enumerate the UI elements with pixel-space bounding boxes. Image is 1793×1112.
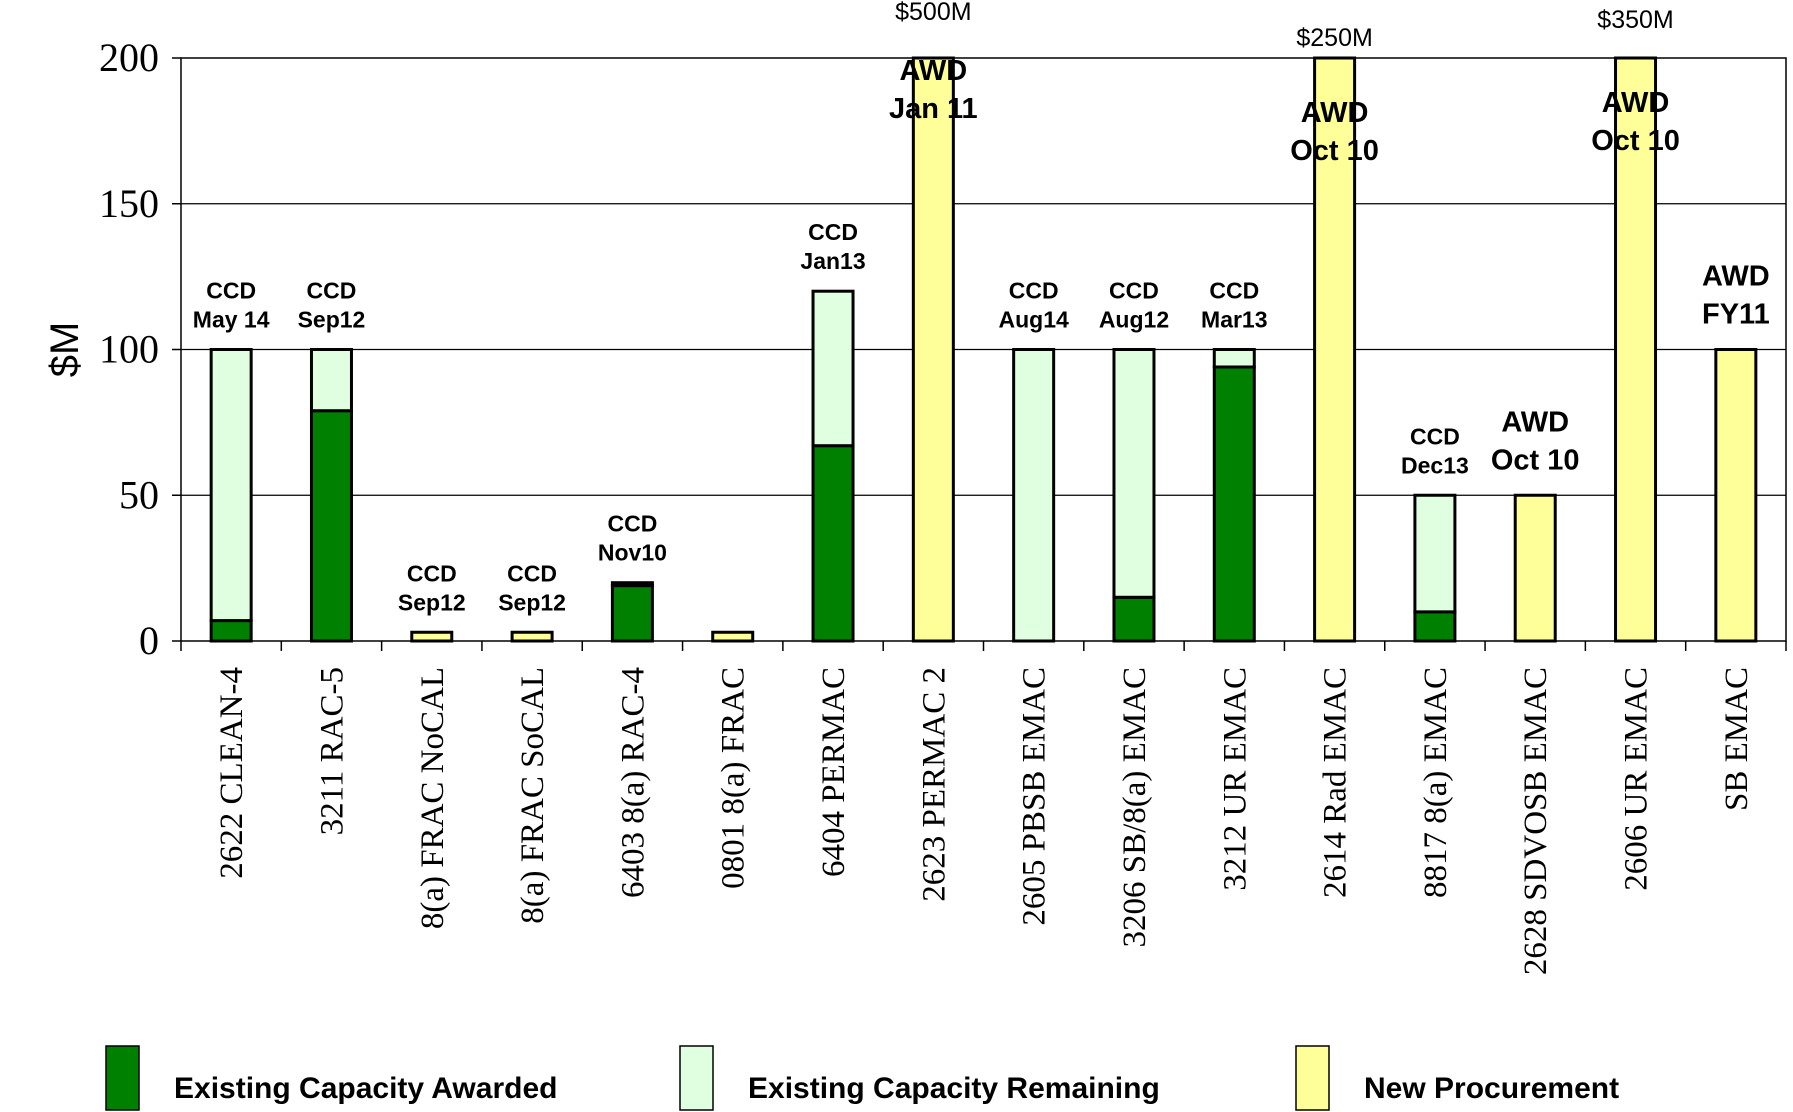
- bar-annotation: Aug12: [1099, 307, 1169, 333]
- legend-swatch: [679, 1045, 714, 1111]
- bar-segment: [410, 630, 454, 643]
- bar-annotation: AWD: [1301, 97, 1369, 129]
- bar-annotation: Oct 10: [1290, 135, 1379, 167]
- bar-segment: [209, 348, 253, 623]
- bar-segment: [1413, 493, 1457, 614]
- bar-annotation: Mar13: [1201, 307, 1267, 333]
- y-tick-label: 0: [139, 618, 159, 663]
- overflow-label: $250M: [1296, 24, 1372, 52]
- bar-annotation: CCD: [1209, 278, 1259, 304]
- bar-annotation: AWD: [900, 55, 968, 87]
- bar-segment: [1012, 348, 1056, 643]
- y-tick-label: 150: [99, 181, 159, 226]
- legend-label: New Procurement: [1364, 1072, 1619, 1105]
- legend-label: Existing Capacity Awarded: [174, 1072, 557, 1105]
- bar-annotation: AWD: [1602, 87, 1670, 119]
- bar-segment: [610, 584, 654, 643]
- y-tick-label: 100: [99, 327, 159, 372]
- bar-annotation: CCD: [1109, 278, 1159, 304]
- bar-annotation: Sep12: [398, 589, 466, 615]
- bar-annotation: Sep12: [298, 307, 366, 333]
- bar-annotation: Oct 10: [1591, 125, 1680, 157]
- overflow-label: $350M: [1597, 6, 1673, 34]
- legend-label: Existing Capacity Remaining: [748, 1072, 1160, 1105]
- bar-annotation: Sep12: [498, 589, 566, 615]
- x-tick-label: SB EMAC: [1719, 667, 1755, 811]
- legend-swatch: [1295, 1045, 1330, 1111]
- x-tick-label: 3211 RAC-5: [314, 667, 350, 835]
- bar-annotation: CCD: [307, 278, 357, 304]
- y-tick-label: 200: [99, 35, 159, 80]
- y-axis-label: $M: [43, 322, 87, 378]
- bar-segment: [911, 56, 955, 643]
- bar-segment: [309, 409, 353, 643]
- bar-segment: [510, 630, 554, 643]
- bar-annotation: Aug14: [999, 307, 1070, 333]
- bar-annotation: CCD: [808, 219, 858, 245]
- y-tick-label: 50: [119, 472, 159, 517]
- bar-segment: [309, 348, 353, 413]
- legend-swatch: [105, 1045, 140, 1111]
- bar-segment: [711, 630, 755, 643]
- x-tick-label: 6404 PERMAC: [816, 667, 852, 877]
- x-tick-label: 8817 8(a) EMAC: [1418, 667, 1454, 898]
- x-tick-label: 2605 PBSB EMAC: [1017, 667, 1053, 926]
- bar-annotation: Nov10: [598, 540, 667, 566]
- bar-segment: [1112, 348, 1156, 599]
- bar-segment: [1212, 365, 1256, 643]
- bar-segment: [1313, 56, 1357, 643]
- bar-segment: [1513, 493, 1557, 643]
- overflow-label: $500M: [895, 0, 971, 26]
- x-tick-label: 2622 CLEAN-4: [214, 667, 250, 879]
- bar-segment: [1112, 595, 1156, 643]
- bar-annotation: CCD: [607, 511, 657, 537]
- bar-annotation: Jan13: [800, 248, 865, 274]
- bar-annotation: Dec13: [1401, 452, 1469, 478]
- x-tick-label: 8(a) FRAC SoCAL: [515, 667, 551, 924]
- x-tick-label: 2614 Rad EMAC: [1318, 667, 1354, 898]
- bar-segment: [811, 289, 855, 448]
- x-tick-label: 2623 PERMAC 2: [916, 667, 952, 902]
- bar-segment: [1413, 610, 1457, 643]
- bar-annotation: FY11: [1702, 299, 1770, 331]
- bar-annotation: AWD: [1501, 406, 1569, 438]
- bar-annotation: CCD: [507, 560, 557, 586]
- x-tick-label: 3206 SB/8(a) EMAC: [1117, 667, 1153, 948]
- bar-annotation: Jan 11: [889, 93, 978, 125]
- bar-annotation: AWD: [1702, 261, 1770, 293]
- bar-annotation: CCD: [407, 560, 457, 586]
- bar-segment: [209, 619, 253, 643]
- x-tick-label: 2628 SDVOSB EMAC: [1518, 667, 1554, 975]
- x-tick-label: 2606 UR EMAC: [1619, 667, 1655, 891]
- bar-segment: [1614, 56, 1658, 643]
- bar-annotation: CCD: [206, 278, 256, 304]
- x-tick-label: 6403 8(a) RAC-4: [615, 667, 651, 898]
- bar-annotation: CCD: [1009, 278, 1059, 304]
- bar-annotation: Oct 10: [1491, 444, 1580, 476]
- bar-segment: [610, 581, 654, 588]
- bar-segment: [1212, 348, 1256, 369]
- bar-annotation: May 14: [193, 307, 270, 333]
- bar-segment: [811, 444, 855, 643]
- x-tick-label: 0801 8(a) FRAC: [716, 667, 752, 889]
- x-tick-label: 3212 UR EMAC: [1217, 667, 1253, 891]
- bar-annotation: CCD: [1410, 423, 1460, 449]
- bar-segment: [1714, 348, 1758, 643]
- x-tick-label: 8(a) FRAC NoCAL: [415, 667, 451, 929]
